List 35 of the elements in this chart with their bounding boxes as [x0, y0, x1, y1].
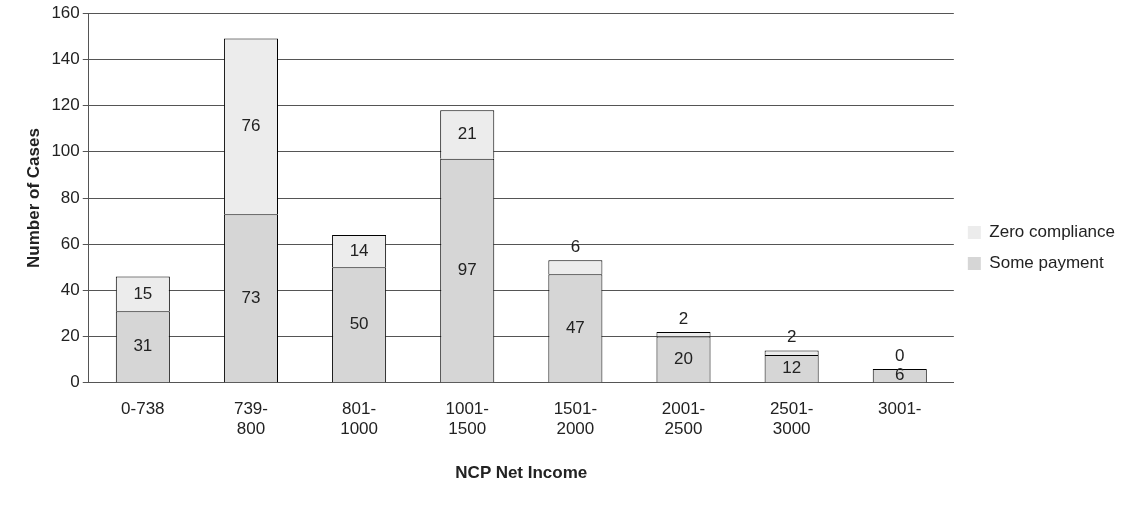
legend-label: Zero compliance [989, 222, 1116, 242]
x-axis-title: NCP Net Income [455, 463, 588, 483]
data-label: 21 [457, 124, 477, 144]
data-label: 47 [565, 317, 585, 337]
data-label: 6 [895, 365, 905, 385]
x-tick-label: 0-738 [121, 398, 165, 418]
x-tick-label: 3001- [878, 398, 922, 418]
data-label: 76 [241, 116, 261, 136]
y-tick-label: 140 [51, 49, 80, 69]
y-tick-label: 0 [70, 372, 80, 392]
data-label: 0 [895, 345, 905, 365]
x-tick-label: 2001-2500 [661, 398, 706, 439]
data-label: 50 [349, 314, 369, 334]
y-tick-label: 120 [51, 95, 80, 115]
data-label: 2 [678, 308, 689, 328]
y-tick-label: 20 [60, 326, 80, 346]
y-tick-label: 80 [60, 187, 80, 207]
y-tick-label: 40 [60, 280, 80, 300]
x-tick-label: 2501-3000 [769, 398, 814, 439]
data-label: 14 [349, 240, 369, 260]
data-label: 12 [782, 358, 802, 378]
x-tick-label: 739-800 [233, 398, 268, 439]
x-tick-label: 801-1000 [340, 398, 379, 439]
y-tick-label: 60 [60, 233, 80, 253]
y-tick-label: 100 [51, 141, 80, 161]
data-label: 97 [457, 260, 477, 280]
data-label: 15 [133, 283, 153, 303]
data-label: 20 [674, 349, 693, 369]
x-tick-label: 1501-2000 [553, 398, 598, 439]
y-axis-title: Number of Cases [23, 128, 43, 268]
legend-label: Some payment [989, 253, 1104, 273]
data-label: 73 [241, 287, 261, 307]
y-tick-label: 160 [51, 2, 80, 22]
x-tick-label: 1001-1500 [445, 398, 489, 439]
data-label: 31 [133, 336, 153, 356]
